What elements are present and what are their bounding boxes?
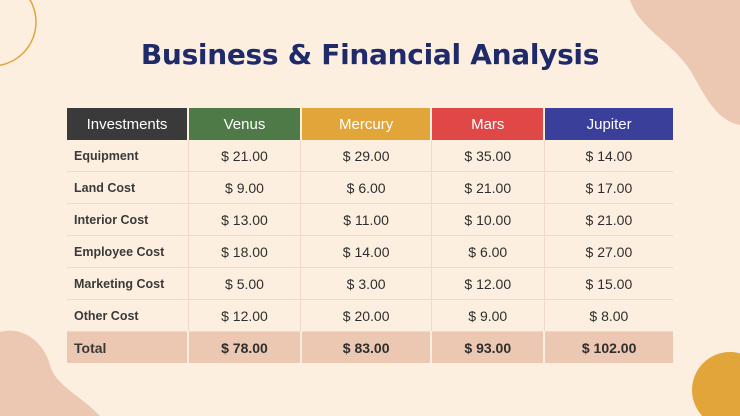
bottom-right-circle-decoration <box>692 352 740 416</box>
header-mercury: Mercury <box>300 108 433 140</box>
cell-value: $ 15.00 <box>544 267 673 300</box>
header-venus: Venus <box>188 108 302 140</box>
cell-value: $ 11.00 <box>300 203 432 236</box>
cell-value: $ 9.00 <box>431 299 545 332</box>
cell-value: $ 17.00 <box>544 171 673 204</box>
total-row: Total $ 78.00 $ 83.00 $ 93.00 $ 102.00 <box>67 331 673 363</box>
top-left-arc-decoration <box>0 0 37 67</box>
cell-value: $ 14.00 <box>544 140 673 172</box>
cell-value: $ 8.00 <box>544 299 673 332</box>
row-label: Land Cost <box>67 171 189 204</box>
cell-value: $ 20.00 <box>300 299 432 332</box>
cell-value: $ 27.00 <box>544 235 673 268</box>
table-row: Other Cost $ 12.00 $ 20.00 $ 9.00 $ 8.00 <box>67 299 673 332</box>
table-header-row: Investments Venus Mercury Mars Jupiter <box>67 108 673 140</box>
table-row: Land Cost $ 9.00 $ 6.00 $ 21.00 $ 17.00 <box>67 171 673 204</box>
cell-value: $ 18.00 <box>188 235 302 268</box>
cell-value: $ 12.00 <box>431 267 545 300</box>
row-label: Marketing Cost <box>67 267 189 300</box>
cell-value: $ 14.00 <box>300 235 432 268</box>
total-value: $ 93.00 <box>431 331 546 363</box>
cell-value: $ 29.00 <box>300 140 432 172</box>
total-value: $ 78.00 <box>188 331 302 363</box>
top-right-blob-decoration <box>630 0 740 125</box>
header-jupiter: Jupiter <box>544 108 673 140</box>
cell-value: $ 9.00 <box>188 171 302 204</box>
cell-value: $ 3.00 <box>300 267 432 300</box>
row-label: Other Cost <box>67 299 189 332</box>
cell-value: $ 21.00 <box>431 171 545 204</box>
cell-value: $ 5.00 <box>188 267 302 300</box>
table-row: Employee Cost $ 18.00 $ 14.00 $ 6.00 $ 2… <box>67 235 673 268</box>
cell-value: $ 6.00 <box>300 171 432 204</box>
cell-value: $ 10.00 <box>431 203 545 236</box>
table-row: Marketing Cost $ 5.00 $ 3.00 $ 12.00 $ 1… <box>67 267 673 300</box>
cell-value: $ 35.00 <box>431 140 545 172</box>
table-row: Equipment $ 21.00 $ 29.00 $ 35.00 $ 14.0… <box>67 140 673 172</box>
header-mars: Mars <box>431 108 546 140</box>
bottom-left-blob-decoration <box>0 330 100 416</box>
cell-value: $ 21.00 <box>188 140 302 172</box>
total-value: $ 83.00 <box>300 331 433 363</box>
row-label: Equipment <box>67 140 189 172</box>
page-title: Business & Financial Analysis <box>140 38 600 71</box>
cell-value: $ 12.00 <box>188 299 302 332</box>
cell-value: $ 21.00 <box>544 203 673 236</box>
financial-table: Investments Venus Mercury Mars Jupiter E… <box>67 108 673 363</box>
table-row: Interior Cost $ 13.00 $ 11.00 $ 10.00 $ … <box>67 203 673 236</box>
header-investments: Investments <box>67 108 189 140</box>
total-label: Total <box>67 331 189 363</box>
row-label: Employee Cost <box>67 235 189 268</box>
cell-value: $ 13.00 <box>188 203 302 236</box>
total-value: $ 102.00 <box>544 331 673 363</box>
cell-value: $ 6.00 <box>431 235 545 268</box>
row-label: Interior Cost <box>67 203 189 236</box>
